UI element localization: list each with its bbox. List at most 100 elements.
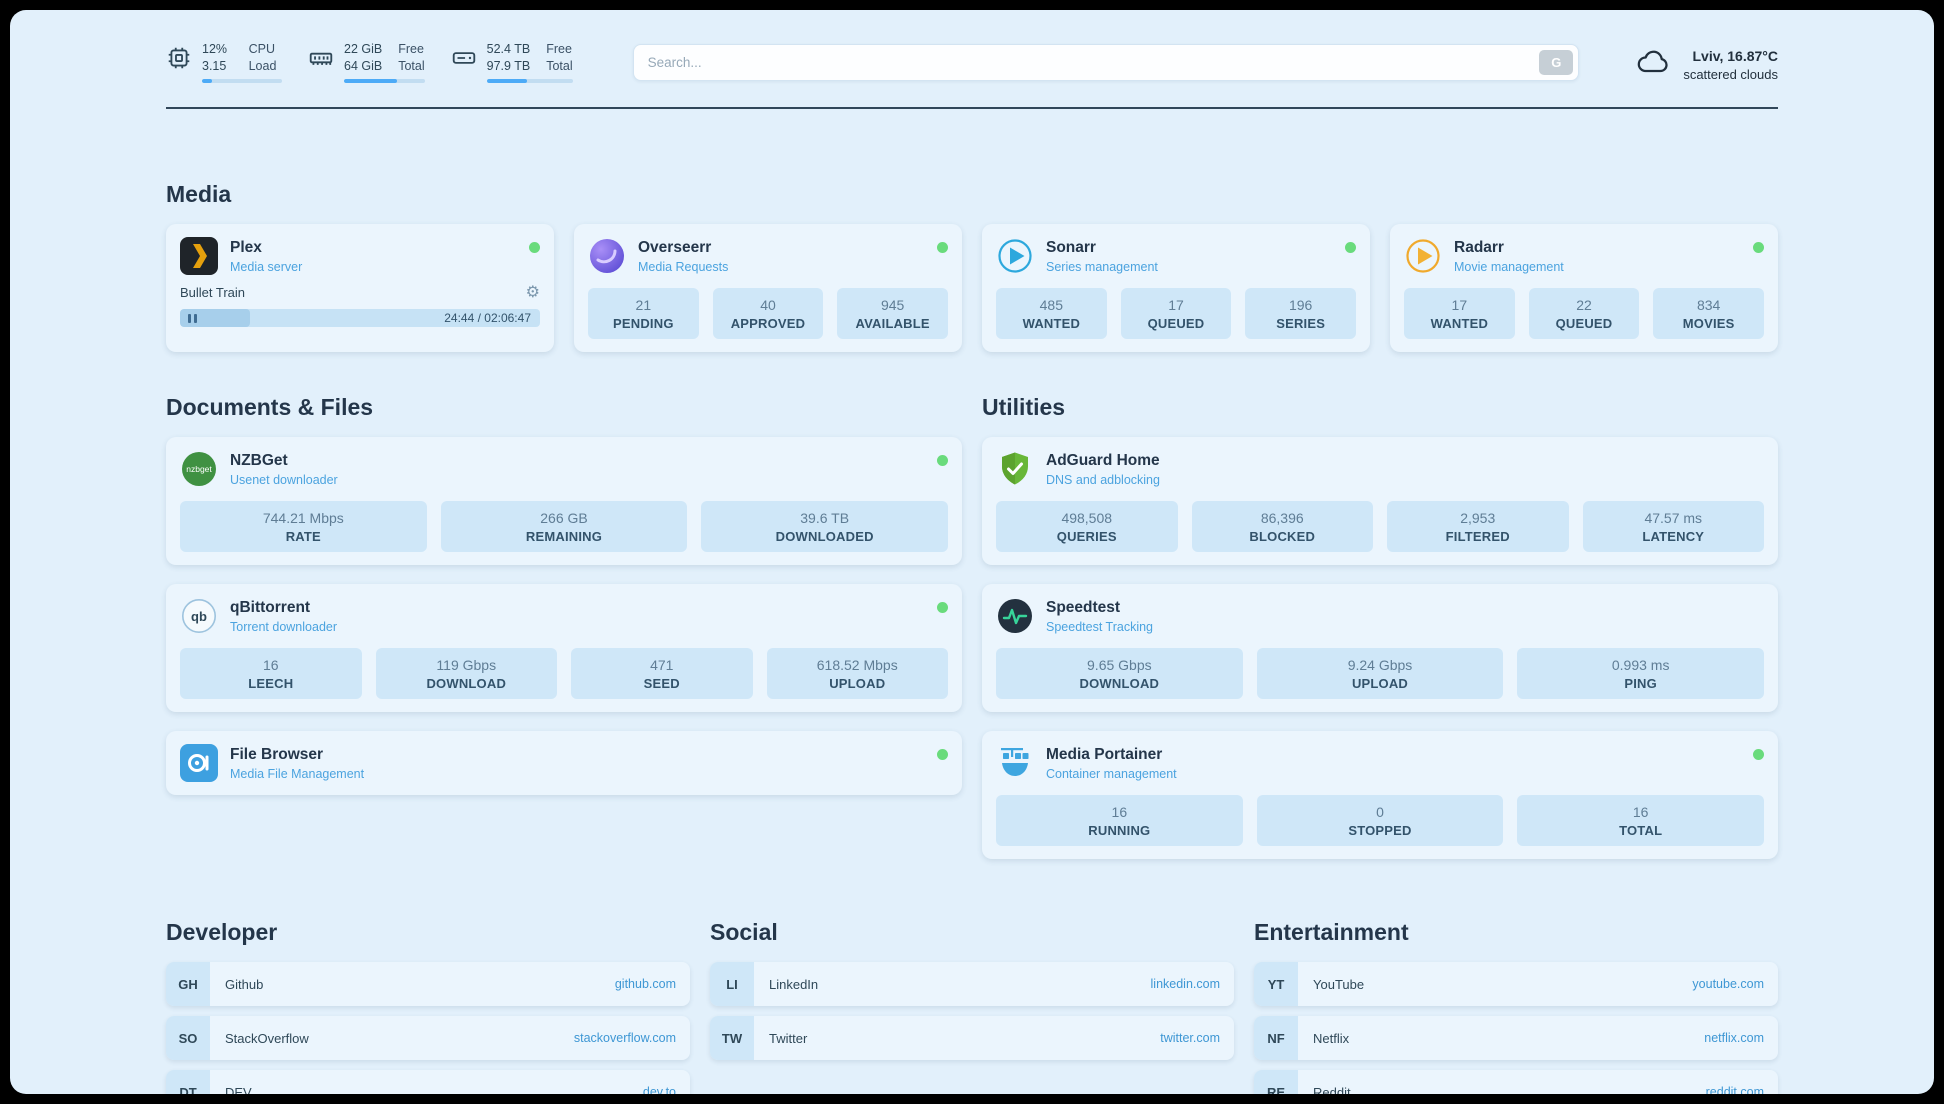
app-name: qBittorrent: [230, 599, 311, 616]
bookmark-abbr: TW: [710, 1016, 754, 1060]
stat-tile: 119 Gbps DOWNLOAD: [375, 648, 557, 699]
section-title-documents: Documents & Files: [166, 394, 374, 420]
plex-icon: [180, 237, 218, 275]
app-description: Torrent downloader: [230, 620, 338, 634]
bookmark-url: youtube.com: [1692, 977, 1764, 991]
app-card-adguard[interactable]: AdGuard Home DNS and adblocking 498,508 …: [982, 437, 1778, 565]
search-bar: G: [632, 44, 1580, 81]
app-card-filebrowser[interactable]: File Browser Media File Management: [166, 731, 962, 795]
disk-widget: 52.4 TB Free 97.9 TB Total: [451, 42, 573, 83]
bookmark-dev[interactable]: DT DEV dev.to: [166, 1070, 690, 1094]
stat-tile: 196 SERIES: [1245, 288, 1356, 339]
ram-free-value: 22 GiB: [344, 42, 383, 56]
ram-label-top: Free: [398, 42, 424, 56]
stat-tile: 0.993 ms PING: [1517, 648, 1764, 699]
disk-free-value: 52.4 TB: [486, 42, 531, 56]
bookmark-youtube[interactable]: YT YouTube youtube.com: [1254, 962, 1778, 1006]
bookmark-name: Twitter: [769, 1030, 808, 1046]
status-dot: [1345, 242, 1356, 253]
bookmark-url: linkedin.com: [1150, 977, 1220, 991]
cloud-icon: [1635, 44, 1671, 85]
search-input[interactable]: [632, 44, 1580, 81]
filebrowser-icon: [180, 744, 218, 782]
stat-tile: 86,396 BLOCKED: [1191, 501, 1373, 552]
bookmark-url: dev.to: [642, 1085, 676, 1094]
bookmark-github[interactable]: GH Github github.com: [166, 962, 690, 1006]
bookmark-linkedin[interactable]: LI LinkedIn linkedin.com: [710, 962, 1234, 1006]
status-dot: [1753, 749, 1764, 760]
bookmark-twitter[interactable]: TW Twitter twitter.com: [710, 1016, 1234, 1060]
cpu-progress-bar: [202, 79, 282, 83]
app-description: Media File Management: [230, 767, 365, 781]
bookmark-url: twitter.com: [1160, 1031, 1220, 1045]
bookmark-abbr: SO: [166, 1016, 210, 1060]
gear-icon[interactable]: ⚙: [525, 282, 540, 301]
bookmark-name: DEV: [225, 1084, 252, 1095]
app-description: Container management: [1046, 767, 1177, 781]
app-card-overseerr[interactable]: Overseerr Media Requests 21 PENDING 40 A…: [574, 224, 962, 352]
dashboard-page: 12% CPU 3.15 Load: [10, 10, 1934, 1094]
playback-progress-bar[interactable]: 24:44 / 02:06:47: [180, 309, 540, 327]
bookmark-abbr: DT: [166, 1070, 210, 1094]
app-name: File Browser: [230, 746, 324, 763]
cpu-label-bottom: Load: [248, 59, 277, 73]
app-name: AdGuard Home: [1046, 452, 1160, 469]
app-description: DNS and adblocking: [1046, 473, 1160, 487]
app-description: Media Requests: [638, 260, 729, 274]
app-card-portainer[interactable]: Media Portainer Container management 16 …: [982, 731, 1778, 859]
ram-widget: 22 GiB Free 64 GiB Total: [308, 42, 425, 83]
app-card-nzbget[interactable]: nzbget NZBGet Usenet downloader 74: [166, 437, 962, 565]
section-title-entertainment: Entertainment: [1254, 919, 1409, 945]
ram-label-bottom: Total: [398, 59, 425, 73]
bookmark-reddit[interactable]: RE Reddit reddit.com: [1254, 1070, 1778, 1094]
weather-condition: scattered clouds: [1683, 66, 1778, 82]
app-card-qbittorrent[interactable]: qb qBittorrent Torrent downloader: [166, 584, 962, 712]
stat-tile: 945 AVAILABLE: [837, 288, 948, 339]
now-playing-title: Bullet Train: [180, 284, 246, 300]
app-name: Overseerr: [638, 239, 712, 256]
svg-text:nzbget: nzbget: [186, 464, 212, 474]
search-engine-button[interactable]: G: [1539, 50, 1574, 75]
app-card-speedtest[interactable]: Speedtest Speedtest Tracking 9.65 Gbps D…: [982, 584, 1778, 712]
playback-time: 24:44 / 02:06:47: [444, 311, 531, 325]
bookmark-name: Reddit: [1313, 1084, 1351, 1095]
status-dot: [937, 455, 948, 466]
app-description: Speedtest Tracking: [1046, 620, 1154, 634]
bookmark-name: YouTube: [1313, 976, 1365, 992]
app-card-plex[interactable]: Plex Media server Bullet Train ⚙ 24:44 /…: [166, 224, 554, 352]
section-title-developer: Developer: [166, 919, 278, 945]
app-card-sonarr[interactable]: Sonarr Series management 485 WANTED 17 Q…: [982, 224, 1370, 352]
stat-tile: 266 GB REMAINING: [440, 501, 688, 552]
app-name: Media Portainer: [1046, 746, 1163, 763]
bookmark-netflix[interactable]: NF Netflix netflix.com: [1254, 1016, 1778, 1060]
adguard-icon: [996, 450, 1034, 488]
cpu-icon: [166, 42, 192, 76]
weather-widget: Lviv, 16.87°C scattered clouds: [1635, 44, 1778, 85]
top-bar: 12% CPU 3.15 Load: [166, 10, 1778, 85]
app-name: Speedtest: [1046, 599, 1121, 616]
bookmark-abbr: GH: [166, 962, 210, 1006]
bookmark-abbr: RE: [1254, 1070, 1298, 1094]
stat-tile: 16 RUNNING: [996, 795, 1243, 846]
ram-total-value: 64 GiB: [344, 59, 383, 73]
bookmark-abbr: NF: [1254, 1016, 1298, 1060]
disk-total-value: 97.9 TB: [486, 59, 531, 73]
utilities-column: Utilities: [982, 394, 1778, 859]
section-title-utilities: Utilities: [982, 394, 1066, 420]
svg-text:qb: qb: [191, 609, 207, 624]
ram-icon: [308, 42, 334, 76]
stat-tile: 40 APPROVED: [712, 288, 824, 339]
stat-tile: 744.21 Mbps RATE: [180, 501, 427, 552]
status-dot: [1753, 242, 1764, 253]
pause-button[interactable]: [180, 309, 251, 327]
bookmark-abbr: LI: [710, 962, 754, 1006]
bookmark-stackoverflow[interactable]: SO StackOverflow stackoverflow.com: [166, 1016, 690, 1060]
stat-tile: 22 QUEUED: [1528, 288, 1640, 339]
sonarr-icon: [996, 237, 1034, 275]
section-title-media: Media: [166, 181, 232, 207]
stat-tile: 471 SEED: [571, 648, 753, 699]
ram-progress-bar: [344, 79, 425, 83]
bookmark-name: Github: [225, 976, 264, 992]
app-card-radarr[interactable]: Radarr Movie management 17 WANTED 22 QUE…: [1390, 224, 1778, 352]
stat-tile: 17 QUEUED: [1120, 288, 1232, 339]
